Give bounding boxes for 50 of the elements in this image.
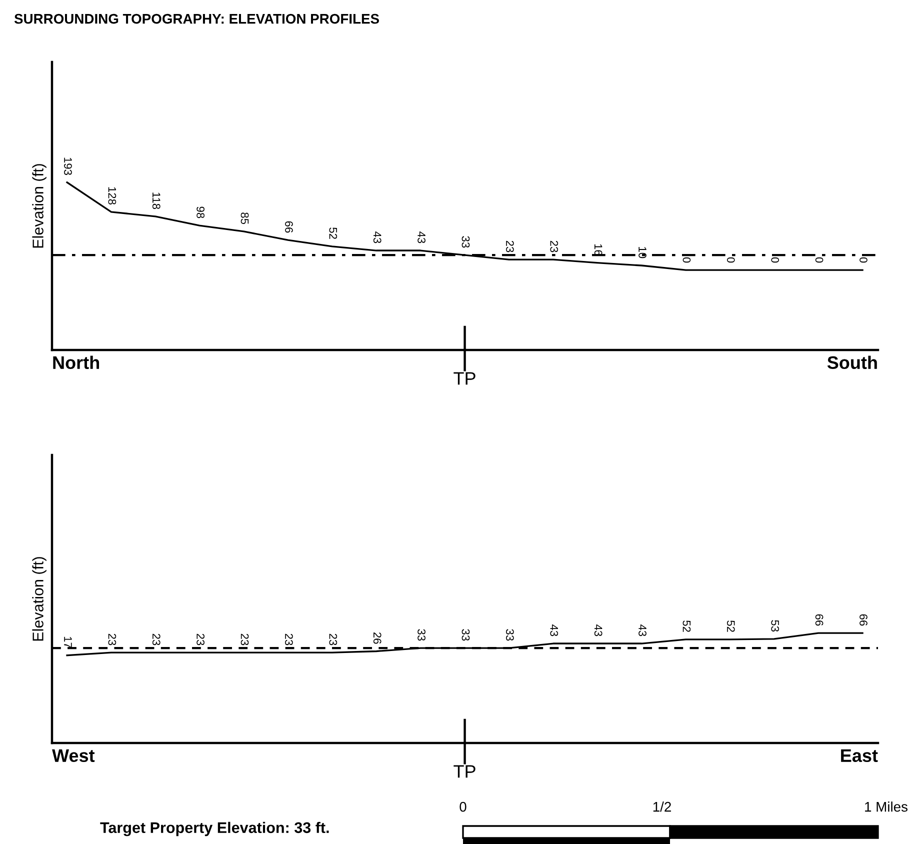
data-label: 43 bbox=[550, 624, 558, 636]
data-label: 0 bbox=[682, 257, 691, 263]
data-label: 52 bbox=[682, 620, 691, 632]
text: TP bbox=[454, 372, 476, 385]
data-label: 23 bbox=[196, 634, 204, 646]
data-label: 66 bbox=[815, 614, 824, 626]
data-label: 193 bbox=[64, 158, 72, 175]
data-label: 10 bbox=[638, 247, 646, 258]
data-label: 23 bbox=[550, 240, 558, 252]
data-label: 17 bbox=[64, 636, 72, 648]
data-label: 23 bbox=[240, 634, 249, 646]
data-label: 26 bbox=[373, 632, 382, 644]
data-label: 43 bbox=[373, 231, 382, 244]
text: 0 bbox=[460, 802, 466, 812]
data-label: 23 bbox=[152, 634, 160, 646]
data-label: 23 bbox=[329, 634, 338, 646]
text: North bbox=[53, 356, 100, 370]
text: TP bbox=[454, 765, 476, 778]
text: South bbox=[827, 356, 877, 370]
data-label: 98 bbox=[196, 206, 204, 218]
text: 1/2 bbox=[653, 802, 671, 812]
y-axis-title: Elevation (ft) bbox=[32, 164, 46, 248]
data-label: 23 bbox=[285, 634, 293, 646]
data-label: 66 bbox=[860, 614, 868, 626]
chart-title: SURROUNDING TOPOGRAPHY: ELEVATION PROFILES bbox=[14, 14, 379, 24]
text: Target Property Elevation: 33 ft. bbox=[100, 822, 329, 836]
data-label: 23 bbox=[108, 634, 116, 646]
data-label: 66 bbox=[285, 221, 293, 233]
data-label: 33 bbox=[462, 629, 470, 641]
y-axis-title: Elevation (ft) bbox=[32, 557, 46, 641]
data-label: 0 bbox=[860, 257, 868, 263]
data-label: 85 bbox=[240, 212, 249, 224]
data-label: 23 bbox=[506, 240, 514, 252]
data-label: 43 bbox=[418, 231, 426, 244]
data-label: 118 bbox=[152, 192, 160, 210]
data-label: 52 bbox=[726, 620, 735, 632]
data-label: 33 bbox=[506, 629, 514, 641]
text: 1 Miles bbox=[865, 802, 908, 812]
text: East bbox=[841, 749, 878, 762]
data-label: 33 bbox=[418, 629, 426, 641]
data-label: 52 bbox=[329, 228, 338, 239]
data-label: 128 bbox=[108, 187, 116, 204]
data-label: 43 bbox=[638, 624, 646, 636]
data-label: 43 bbox=[594, 624, 602, 636]
data-label: 33 bbox=[462, 236, 470, 248]
data-label: 0 bbox=[771, 257, 780, 263]
data-label: 0 bbox=[815, 257, 824, 263]
data-label: 0 bbox=[726, 257, 735, 263]
text: West bbox=[52, 749, 95, 762]
data-label: 53 bbox=[771, 620, 780, 632]
